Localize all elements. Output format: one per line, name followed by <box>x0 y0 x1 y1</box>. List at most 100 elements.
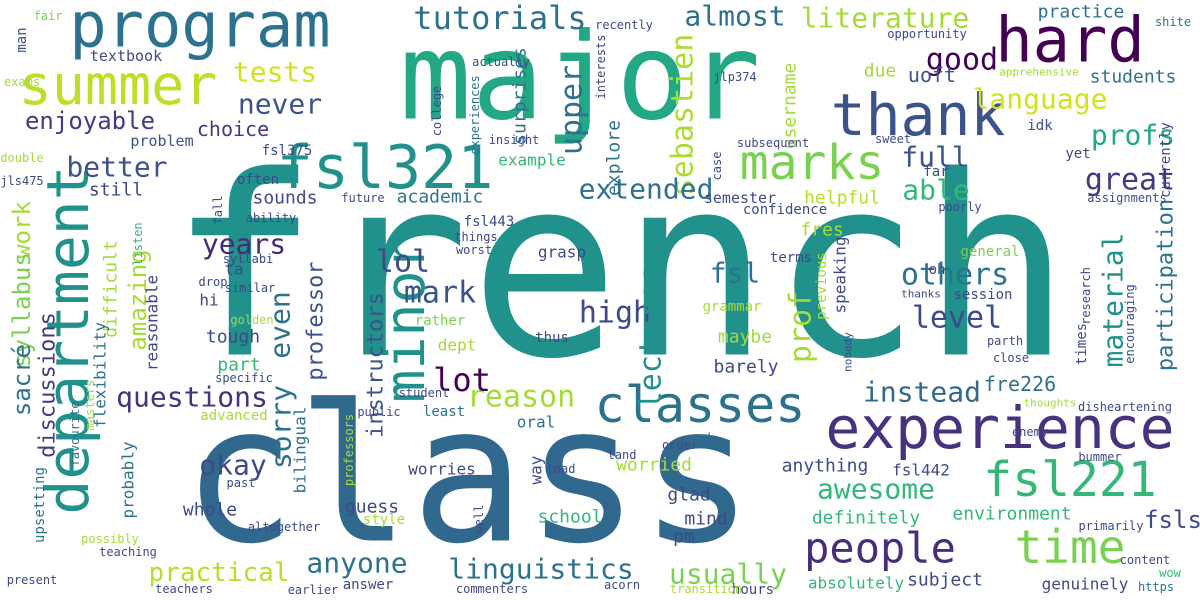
cloud-word-syllabus: syllabus <box>8 252 36 368</box>
cloud-word-rather: rather <box>415 313 466 329</box>
cloud-word-earlier: earlier <box>288 583 339 597</box>
cloud-word-language: language <box>973 83 1108 116</box>
cloud-word-lol: lol <box>376 245 430 280</box>
cloud-word-level: level <box>912 301 1002 336</box>
cloud-word-uoft: uoft <box>908 63 956 87</box>
cloud-word-full: full <box>901 141 968 174</box>
cloud-word-primarily: primarily <box>1078 519 1143 533</box>
cloud-word-environment: environment <box>952 504 1071 525</box>
cloud-word-mark: mark <box>404 276 476 311</box>
cloud-word-currently: currently <box>1158 122 1174 198</box>
cloud-word-reason: reason <box>467 380 575 415</box>
cloud-word-fsls: fsls <box>1144 506 1200 534</box>
cloud-word-explore: explore <box>604 120 625 196</box>
cloud-word-nobody: nobody <box>842 332 855 372</box>
cloud-word-yet: yet <box>1065 146 1090 162</box>
cloud-word-upper: upper <box>555 65 590 155</box>
cloud-word-years: years <box>202 228 286 261</box>
cloud-word-better: better <box>66 151 167 184</box>
cloud-word-fair: fair <box>34 9 63 23</box>
cloud-word-people: people <box>804 524 956 573</box>
cloud-word-jlp374: jlp374 <box>713 70 756 84</box>
cloud-word-questions: questions <box>116 381 268 414</box>
cloud-word-anything: anything <box>782 456 869 477</box>
cloud-word-practice: practice <box>1038 2 1125 23</box>
cloud-word-instructors: instructors <box>364 292 389 438</box>
cloud-word-fre226: fre226 <box>984 372 1056 396</box>
cloud-word-shite: shite <box>1155 15 1191 29</box>
cloud-word-teachers: teachers <box>155 582 213 596</box>
cloud-word-usually: usually <box>669 558 787 591</box>
cloud-word-case: case <box>710 152 724 181</box>
cloud-word-oral: oral <box>517 413 556 432</box>
cloud-word-poorly: poorly <box>938 200 981 214</box>
cloud-word-student: student <box>399 386 450 400</box>
cloud-word-part: part <box>217 355 260 376</box>
cloud-word-land: land <box>608 448 637 462</box>
cloud-word-drop: drop <box>199 275 228 289</box>
cloud-word-confidence: confidence <box>743 202 827 218</box>
cloud-word-academic: academic <box>397 187 484 208</box>
cloud-word-possibly: possibly <box>81 532 139 546</box>
cloud-word-professor: professor <box>304 261 329 380</box>
cloud-word-still: still <box>89 180 143 201</box>
cloud-word-definitely: definitely <box>812 508 921 529</box>
cloud-word-disheartening: disheartening <box>1078 400 1172 414</box>
cloud-word-specific: specific <box>215 371 273 385</box>
cloud-word-fsl: fsl <box>710 257 761 290</box>
cloud-word-fsl321: fsl321 <box>277 133 494 203</box>
cloud-word-opportunity: opportunity <box>887 27 966 41</box>
cloud-word-least: least <box>423 404 465 420</box>
cloud-word-subject: subject <box>907 570 983 591</box>
cloud-word-fsl443: fsl443 <box>464 214 515 230</box>
cloud-word-hours: hours <box>732 582 774 598</box>
cloud-word-end: end <box>689 431 711 445</box>
cloud-word-double: double <box>0 151 43 165</box>
cloud-word-flexibility: flexibility <box>91 322 110 428</box>
cloud-word-sorry: sorry <box>265 385 298 469</box>
cloud-word-things: things <box>454 230 497 244</box>
cloud-word-practical: practical <box>149 558 290 588</box>
cloud-word-sounds: sounds <box>252 188 317 209</box>
cloud-word-literature: literature <box>801 2 970 35</box>
cloud-word-often: often <box>237 172 279 188</box>
cloud-word-syllabi: syllabi <box>223 252 274 266</box>
cloud-word-difficult: difficult <box>101 240 122 338</box>
cloud-word-interests: interests <box>594 34 608 99</box>
cloud-word-man: man <box>14 27 30 52</box>
cloud-word-class: class <box>182 365 754 586</box>
cloud-word-thus: thus <box>535 330 569 346</box>
cloud-word-amazing: amazing <box>124 249 152 350</box>
cloud-word-experience: experience <box>825 394 1174 462</box>
cloud-word-tutorials: tutorials <box>413 0 586 37</box>
cloud-word-great: great <box>1085 163 1175 198</box>
cloud-word-acorn: acorn <box>604 578 640 592</box>
cloud-word-far: far <box>923 164 948 180</box>
cloud-word-linguistics: linguistics <box>448 553 633 586</box>
cloud-word-okay: okay <box>199 449 266 482</box>
cloud-word-past: past <box>227 476 256 490</box>
cloud-word-https: https <box>1138 580 1174 594</box>
cloud-word-apprehensive: apprehensive <box>999 66 1078 79</box>
cloud-word-reasonable: reasonable <box>143 275 162 371</box>
cloud-word-experiences: experiences <box>468 75 482 154</box>
cloud-word-masters: masters <box>83 380 97 431</box>
cloud-word-genuinely: genuinely <box>1042 575 1129 594</box>
cloud-word-terms: terms <box>770 250 812 266</box>
cloud-word-grasp: grasp <box>538 243 586 262</box>
cloud-word-tests: tests <box>233 56 317 89</box>
cloud-word-similar: similar <box>225 281 276 295</box>
cloud-word-professors: professors <box>342 414 356 486</box>
cloud-word-minor: minor <box>373 237 437 403</box>
cloud-word-high: high <box>579 296 651 331</box>
cloud-word-barely: barely <box>713 357 778 378</box>
cloud-word-pm: pm <box>673 527 695 548</box>
cloud-word-summer: summer <box>19 53 218 117</box>
cloud-word-students: students <box>1090 67 1177 88</box>
cloud-word-style: style <box>363 512 405 528</box>
cloud-word-fsl442: fsl442 <box>892 461 950 480</box>
cloud-word-content: content <box>1120 553 1171 567</box>
cloud-word-dept: dept <box>438 336 477 355</box>
